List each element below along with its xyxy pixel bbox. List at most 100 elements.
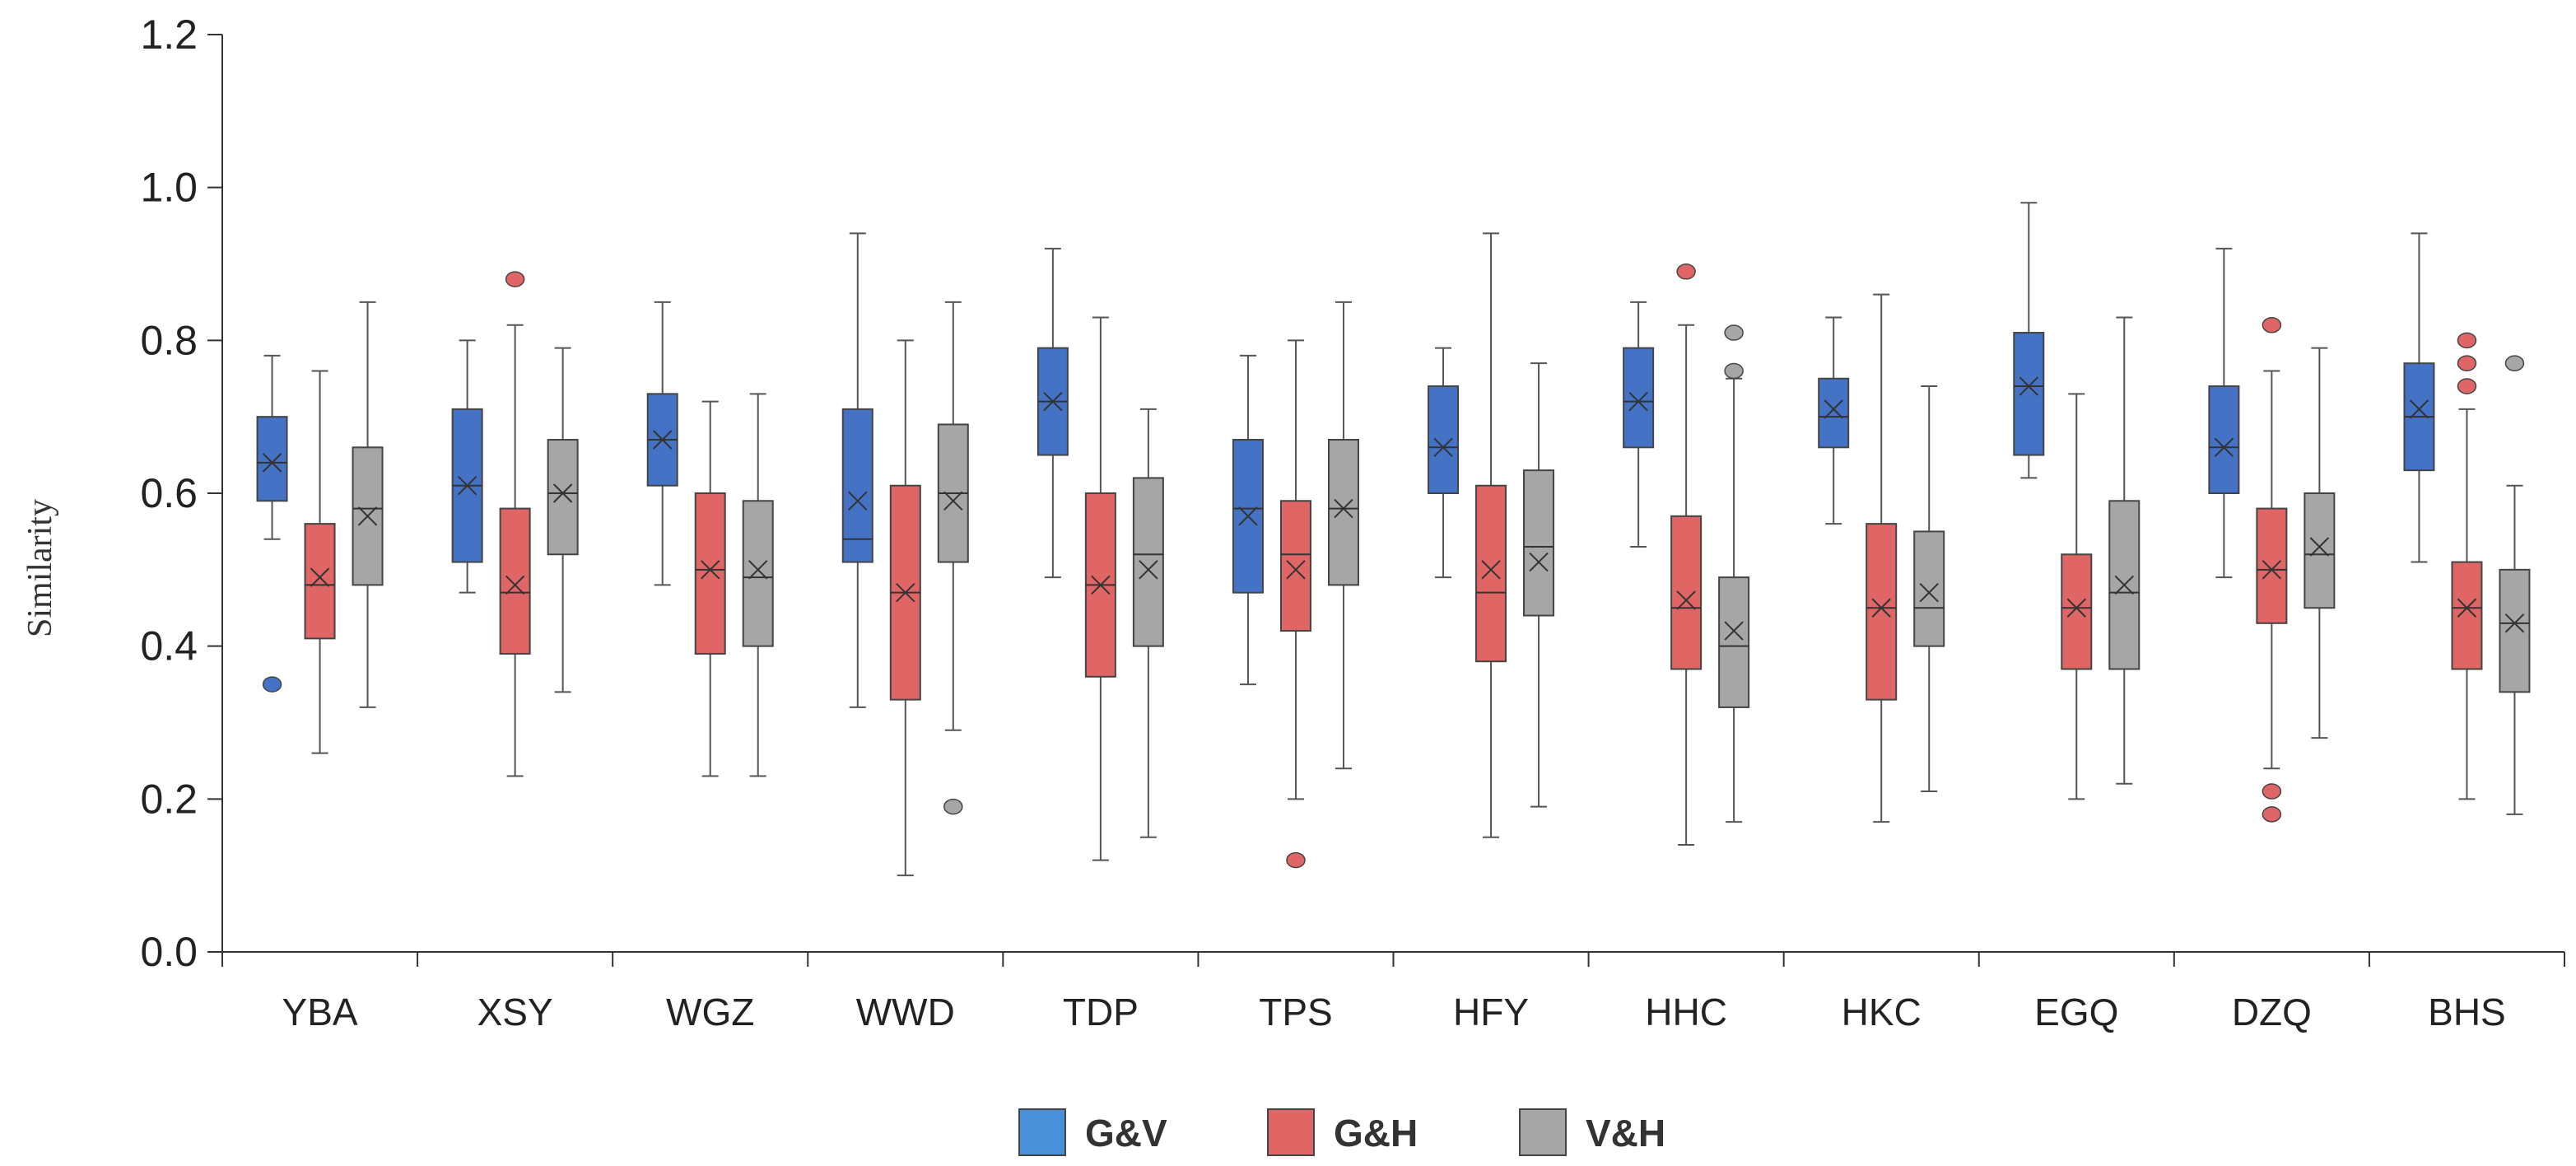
box-BHS-G&V [2403, 232, 2435, 563]
mean-marker [1286, 560, 1306, 580]
x-category-label: WGZ [666, 991, 754, 1033]
box-TPS-G&V [1232, 354, 1264, 686]
box-TPS-V&H [1327, 301, 1359, 770]
mean-marker [310, 567, 330, 587]
mean-marker [2262, 560, 2282, 580]
mean-marker [2457, 598, 2477, 618]
box-iqr [256, 416, 288, 502]
outlier-point [2504, 355, 2525, 371]
box-iqr [1232, 439, 1264, 594]
box-iqr [304, 523, 336, 640]
box-YBA-G&V [256, 354, 288, 693]
outlier-point [1286, 851, 1306, 869]
mean-marker [1091, 575, 1111, 595]
box-iqr [1913, 530, 1945, 647]
outlier-point [2262, 317, 2282, 333]
mean-marker [457, 476, 477, 496]
outlier-point [2457, 378, 2477, 394]
box-DZQ-G&V [2208, 247, 2240, 579]
x-category-label: YBA [282, 991, 358, 1033]
mean-marker [1433, 437, 1453, 458]
mean-marker [2504, 613, 2525, 633]
mean-marker [1628, 391, 1648, 412]
box-HKC-G&V [1818, 316, 1850, 525]
box-iqr [2451, 561, 2483, 670]
box-iqr [547, 439, 579, 556]
x-category-label: HHC [1645, 991, 1727, 1033]
mean-marker [552, 483, 573, 503]
y-tick-label: 1.0 [140, 165, 198, 211]
box-iqr [1670, 515, 1703, 670]
box-HHC-G&H [1670, 264, 1703, 847]
outlier-point [1724, 362, 1744, 380]
box-iqr [1327, 439, 1359, 586]
legend: G&V G&H V&H [1018, 1108, 1665, 1156]
box-DZQ-G&H [2256, 317, 2288, 823]
outlier-point [2457, 355, 2477, 371]
box-DZQ-V&H [2303, 347, 2336, 739]
mean-marker [2066, 598, 2086, 618]
box-TDP-G&H [1084, 316, 1116, 861]
mean-marker [2409, 399, 2429, 419]
box-iqr [2303, 492, 2336, 609]
box-YBA-G&H [304, 370, 336, 754]
box-HHC-V&H [1718, 324, 1750, 823]
legend-swatch [1018, 1108, 1066, 1156]
mean-marker [653, 430, 673, 450]
x-category-label: DZQ [2232, 991, 2312, 1033]
mean-marker [896, 582, 915, 603]
mean-marker [2019, 376, 2038, 396]
box-TDP-V&H [1132, 408, 1164, 838]
box-WWD-G&V [841, 232, 873, 708]
legend-label: G&H [1334, 1112, 1418, 1154]
box-iqr [499, 507, 531, 655]
box-iqr [841, 408, 873, 563]
box-EGQ-G&H [2061, 393, 2093, 800]
box-XSY-G&V [451, 339, 483, 594]
series-V&H [352, 301, 2531, 838]
mean-marker [748, 560, 768, 580]
box-iqr [1818, 377, 1850, 449]
outlier-point [1676, 264, 1696, 280]
box-TDP-G&V [1036, 247, 1069, 579]
x-category-label: HKC [1842, 991, 1922, 1033]
legend-label: G&V [1085, 1112, 1167, 1154]
mean-marker [357, 506, 378, 526]
box-iqr [1428, 385, 1460, 494]
box-BHS-G&H [2451, 332, 2483, 800]
box-HFY-G&V [1428, 347, 1460, 579]
box-WWD-G&H [889, 339, 921, 877]
box-EGQ-V&H [2108, 316, 2140, 785]
box-YBA-V&H [352, 301, 384, 708]
series-layer [256, 202, 2531, 877]
box-BHS-V&H [2499, 355, 2531, 815]
box-XSY-V&H [547, 347, 579, 693]
box-HKC-G&H [1866, 293, 1898, 823]
mean-marker [1139, 560, 1158, 580]
x-category-label: XSY [477, 991, 553, 1033]
mean-marker [1529, 552, 1549, 572]
mean-marker [848, 491, 868, 511]
box-WGZ-V&H [742, 393, 774, 777]
series-G&H [304, 232, 2483, 877]
box-iqr [742, 500, 774, 647]
series-G&V [256, 202, 2435, 708]
mean-marker [262, 453, 282, 473]
box-WWD-V&H [937, 301, 969, 815]
mean-marker [1334, 498, 1353, 519]
outlier-point [262, 676, 282, 693]
box-HFY-V&H [1523, 362, 1555, 808]
outlier-point [2457, 332, 2477, 349]
x-category-label: WWD [856, 991, 955, 1033]
outlier-point [1724, 324, 1744, 341]
box-EGQ-G&V [2013, 202, 2045, 479]
y-axis-label: Similarity [21, 499, 59, 637]
box-iqr [2061, 553, 2093, 670]
mean-marker [1824, 399, 1843, 419]
box-iqr [2499, 568, 2531, 693]
mean-marker [2214, 437, 2234, 458]
mean-marker [1043, 391, 1063, 412]
y-tick-label: 0.0 [140, 929, 198, 975]
box-WGZ-G&V [646, 301, 678, 586]
